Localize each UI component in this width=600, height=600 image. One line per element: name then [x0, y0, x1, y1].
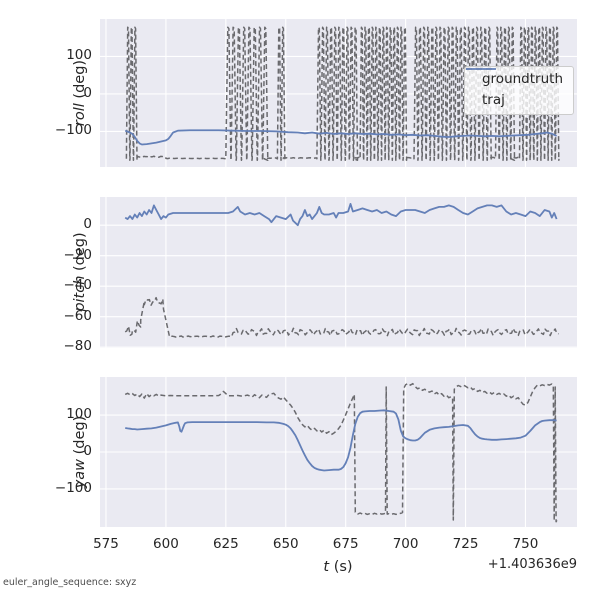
- legend-row-groundtruth: groundtruth: [465, 68, 563, 88]
- legend-row-traj: traj: [465, 68, 563, 109]
- pitch-traj-line: [124, 203, 558, 227]
- yaw-traj-line: [125, 409, 557, 472]
- x-tick-label: 650: [272, 536, 299, 552]
- pitch-y-tick-label: −80: [63, 338, 93, 355]
- x-tick-label: 575: [93, 536, 119, 552]
- pitch-y-tick-label: −60: [63, 307, 93, 324]
- roll-subplot: groundtruth traj: [100, 19, 577, 167]
- pitch-y-tick-label: 0: [83, 216, 92, 233]
- x-tick-label: 700: [392, 536, 419, 552]
- x-tick-label: 675: [332, 536, 359, 552]
- x-tick-label: 750: [512, 536, 539, 552]
- x-axis-label: t (s): [323, 559, 353, 575]
- roll-y-tick-label: 100: [66, 47, 92, 64]
- roll-traj-line: [124, 129, 557, 146]
- legend: groundtruth traj: [463, 66, 574, 116]
- x-tick-label: 625: [212, 536, 239, 552]
- pitch-y-tick-label: −40: [63, 277, 93, 294]
- yaw-plot-canvas: [100, 377, 577, 527]
- pitch-axis-label: pitch (deg): [72, 232, 88, 312]
- yaw-groundtruth-line: [124, 382, 558, 523]
- euler-sequence-note: euler_angle_sequence: sxyz: [3, 577, 137, 588]
- yaw-subplot: [100, 377, 577, 527]
- pitch-plot-canvas: [100, 197, 577, 348]
- x-tick-label: 600: [153, 536, 179, 552]
- x-tick-label: 725: [452, 536, 479, 552]
- roll-y-tick-label: 0: [83, 84, 92, 101]
- pitch-subplot: [100, 197, 577, 348]
- legend-label-traj: traj: [481, 91, 505, 108]
- pitch-groundtruth-line: [124, 296, 559, 338]
- legend-label-groundtruth: groundtruth: [481, 71, 563, 87]
- yaw-y-tick-label: 0: [83, 443, 92, 459]
- roll-y-tick-label: −100: [54, 122, 92, 139]
- pitch-y-tick-label: −20: [63, 246, 93, 263]
- yaw-y-tick-label: −100: [54, 479, 92, 496]
- yaw-y-tick-label: 100: [66, 406, 92, 423]
- roll-groundtruth-line: [125, 26, 560, 162]
- x-axis-offset-text: +1.403636e9: [487, 557, 577, 572]
